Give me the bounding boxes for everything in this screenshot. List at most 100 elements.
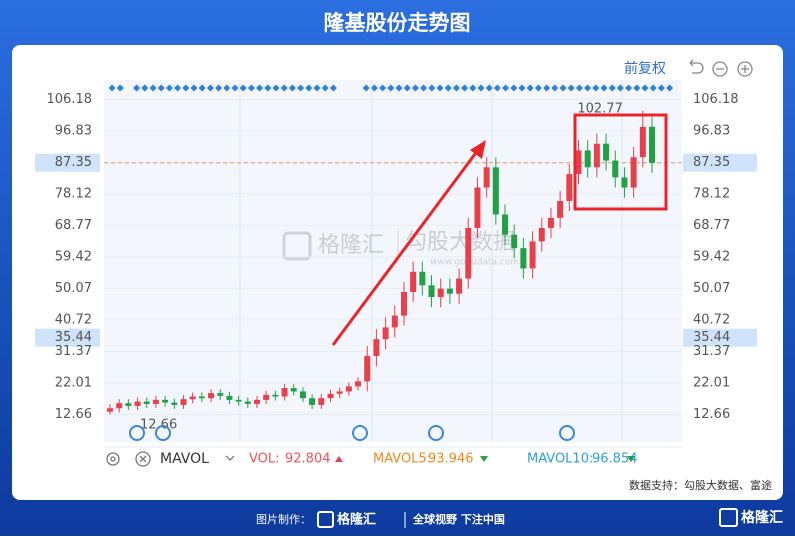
candle-body bbox=[400, 292, 407, 316]
candle-body bbox=[410, 271, 417, 293]
event-marker bbox=[534, 84, 542, 92]
event-marker bbox=[428, 84, 436, 92]
event-marker bbox=[305, 84, 313, 92]
candle-body bbox=[244, 401, 251, 404]
event-marker bbox=[584, 84, 592, 92]
watermark-url: www.gogudata.com bbox=[430, 258, 519, 268]
candle-body bbox=[272, 394, 279, 397]
candle-body bbox=[382, 327, 389, 340]
arrow-head bbox=[470, 140, 486, 159]
candle-body bbox=[171, 402, 178, 405]
candle-body bbox=[584, 150, 591, 168]
event-marker bbox=[362, 84, 370, 92]
event-marker bbox=[477, 84, 485, 92]
y-tick-label: 40.72 bbox=[55, 312, 92, 327]
candle-body bbox=[208, 393, 215, 399]
y-tick-label: 78.12 bbox=[55, 186, 92, 201]
candle-body bbox=[281, 388, 288, 397]
event-marker bbox=[297, 84, 305, 92]
indicator-trend bbox=[335, 456, 343, 462]
event-marker bbox=[182, 84, 190, 92]
event-marker bbox=[379, 84, 387, 92]
event-marker bbox=[157, 84, 165, 92]
footer-brand: 格隆汇 bbox=[337, 512, 376, 528]
event-marker bbox=[206, 84, 214, 92]
plot-area bbox=[104, 80, 682, 442]
indicator-value: 96.854 bbox=[592, 452, 638, 467]
event-marker bbox=[444, 84, 452, 92]
event-marker bbox=[510, 84, 518, 92]
cursor-price-label-right: 35.44 bbox=[693, 330, 730, 345]
footer-slogan: 全球视野 下注中国 bbox=[412, 512, 505, 526]
y-tick-label: 106.18 bbox=[47, 92, 93, 107]
event-marker bbox=[559, 84, 567, 92]
candle-body bbox=[373, 339, 380, 357]
event-marker bbox=[436, 84, 444, 92]
y-tick-label-right: 50.07 bbox=[693, 281, 730, 296]
candle-body bbox=[529, 241, 536, 269]
y-tick-label: 50.07 bbox=[55, 281, 92, 296]
candle-body bbox=[143, 401, 150, 404]
candle-body bbox=[566, 174, 573, 202]
y-tick-label-right: 106.18 bbox=[693, 92, 739, 107]
news-icons[interactable] bbox=[129, 425, 575, 441]
candle-body bbox=[612, 160, 619, 178]
event-marker bbox=[411, 84, 419, 92]
candle-body bbox=[180, 399, 187, 405]
candle-body bbox=[263, 394, 270, 400]
candle-body bbox=[355, 381, 362, 387]
candle-body bbox=[492, 167, 499, 215]
candle-body bbox=[456, 278, 463, 294]
chart-title: 隆基股份走势图 bbox=[324, 11, 471, 35]
candle-body bbox=[483, 167, 490, 188]
y-tick-label: 96.83 bbox=[55, 123, 92, 138]
candle-body bbox=[465, 227, 472, 279]
y-tick-label-right: 31.37 bbox=[693, 344, 730, 359]
candle-body bbox=[364, 356, 371, 382]
event-marker bbox=[469, 84, 477, 92]
candle-body bbox=[520, 248, 527, 269]
toolbar-icons[interactable] bbox=[689, 59, 753, 77]
corner-logo bbox=[719, 508, 738, 527]
candle-body bbox=[437, 288, 444, 298]
event-marker bbox=[256, 84, 264, 92]
candle-body bbox=[428, 285, 435, 298]
event-marker bbox=[567, 84, 575, 92]
event-marker bbox=[133, 84, 141, 92]
watermark: 格隆汇 勾股大数据 www.gogudata.com bbox=[282, 230, 519, 268]
candle-body bbox=[198, 396, 205, 399]
source: 数据支持：勾股大数据、富途 bbox=[629, 478, 772, 492]
candle-body bbox=[446, 288, 453, 294]
price-highlight bbox=[683, 328, 757, 347]
candle-body bbox=[603, 143, 610, 161]
y-tick-label: 87.35 bbox=[55, 155, 92, 170]
event-marker bbox=[649, 84, 657, 92]
corner-brand: 格隆汇 bbox=[741, 509, 783, 526]
indicator-trend bbox=[627, 456, 635, 462]
event-marker bbox=[493, 84, 501, 92]
event-marker bbox=[485, 84, 493, 92]
adjust-toggle[interactable]: 前复权 bbox=[624, 60, 666, 77]
y-tick-label-right: 40.72 bbox=[693, 312, 730, 327]
y-tick-label: 59.42 bbox=[55, 249, 92, 264]
indicator-icons[interactable] bbox=[106, 451, 235, 467]
price-highlight bbox=[683, 153, 757, 172]
trend-arrow bbox=[331, 149, 480, 346]
candle-body bbox=[235, 399, 242, 402]
candle-body bbox=[309, 398, 316, 405]
y-tick-label-right: 78.12 bbox=[693, 186, 730, 201]
y-tick-label: 22.01 bbox=[55, 375, 92, 390]
event-marker bbox=[518, 84, 526, 92]
event-marker bbox=[633, 84, 641, 92]
candle-body bbox=[630, 157, 637, 188]
event-marker bbox=[395, 84, 403, 92]
y-tick-label-right: 68.77 bbox=[693, 218, 730, 233]
event-marker bbox=[420, 84, 428, 92]
candle-body bbox=[575, 150, 582, 175]
indicator-name[interactable]: MAVOL bbox=[160, 451, 209, 467]
event-marker bbox=[600, 84, 608, 92]
candle-body bbox=[162, 399, 169, 403]
footer-logo bbox=[317, 511, 334, 528]
candle-body bbox=[621, 177, 628, 188]
